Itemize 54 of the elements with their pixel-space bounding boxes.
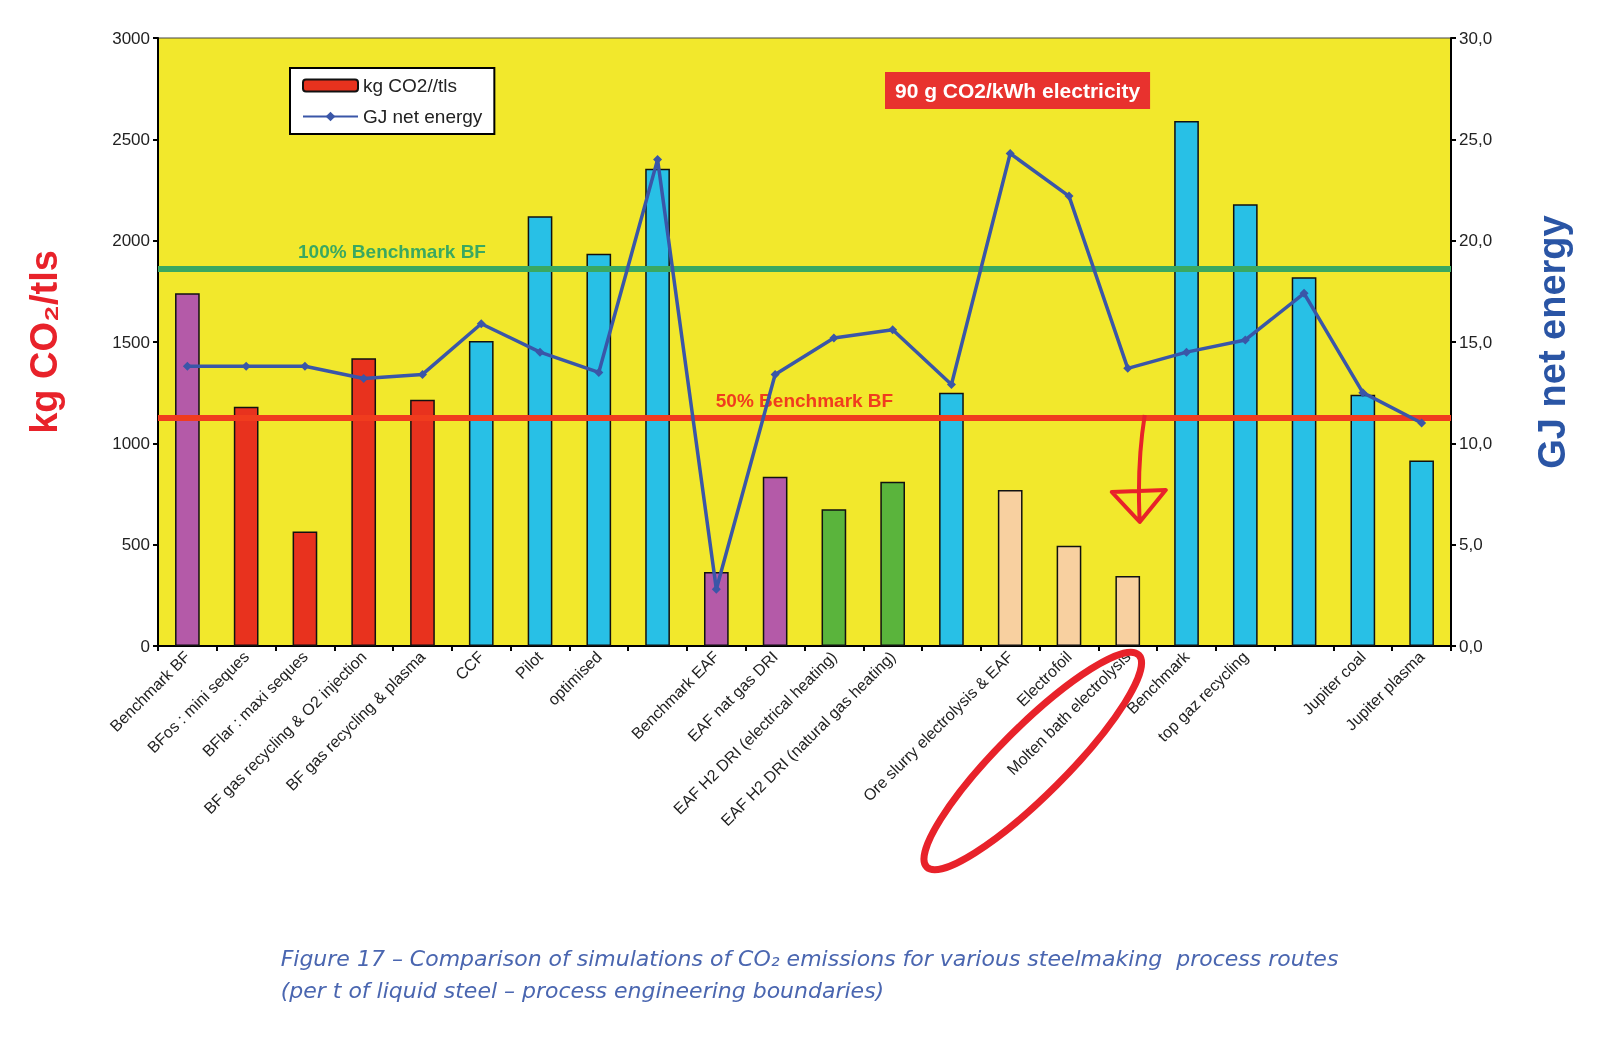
point [535,347,545,357]
y-tick-label: 3000 [112,28,150,48]
point [300,361,310,371]
bar [939,392,964,646]
legend-label: kg CO2//tls [363,75,457,96]
bar [645,168,670,646]
bar [1174,121,1199,646]
bar [468,340,494,646]
bar [1291,277,1317,646]
y2-tick-label: 25,0 [1459,129,1493,149]
y2-tick-label: 30,0 [1459,28,1493,48]
bar [1409,460,1434,646]
point [1064,191,1074,201]
y-tick-label: 500 [121,535,150,555]
bar [821,509,847,646]
y-tick-label: 1000 [112,433,150,453]
ref-line-label: 100% Benchmark BF [298,241,486,263]
bar [586,253,612,646]
bar [997,489,1023,646]
bar [1115,576,1141,646]
bar [1350,394,1376,646]
y2-tick-label: 10,0 [1459,433,1493,453]
bar [1232,204,1258,646]
point [182,361,192,371]
legend-label: GJ net energy [363,106,483,127]
bar [175,293,200,646]
point [946,380,956,390]
point [888,325,898,335]
y-tick-label: 1500 [112,332,150,352]
x-tick-label: Pilot [512,647,547,683]
annotation: 90 g CO2/kWh electricity [895,79,1141,102]
point [1358,388,1368,398]
point [1299,288,1309,298]
y2-tick-label: 15,0 [1459,332,1493,352]
bar [1056,545,1082,646]
bar [762,476,788,646]
caption: Figure 17 – Comparison of simulations of CO₂ emissions for various steelmaking process routes (per t of liquid steel – process engineering boundaries) [280,945,1339,1003]
y-tick-label: 0 [140,636,150,656]
point [1417,418,1427,428]
y-axis-title: kg CO₂/tls [23,250,65,434]
y-tick-label: 2000 [112,231,150,251]
y2-tick-label: 0,0 [1459,636,1483,656]
bar [880,481,905,646]
bar [527,216,553,646]
point [770,369,780,379]
bar [704,572,729,646]
y2-axis-title: GJ net energy [1531,215,1573,469]
point [1123,363,1133,373]
y2-tick-label: 20,0 [1459,231,1493,251]
y2-tick-label: 5,0 [1459,535,1483,555]
point [476,319,486,329]
bar [292,531,318,646]
point [829,333,839,343]
y-tick-label: 2500 [112,129,150,149]
